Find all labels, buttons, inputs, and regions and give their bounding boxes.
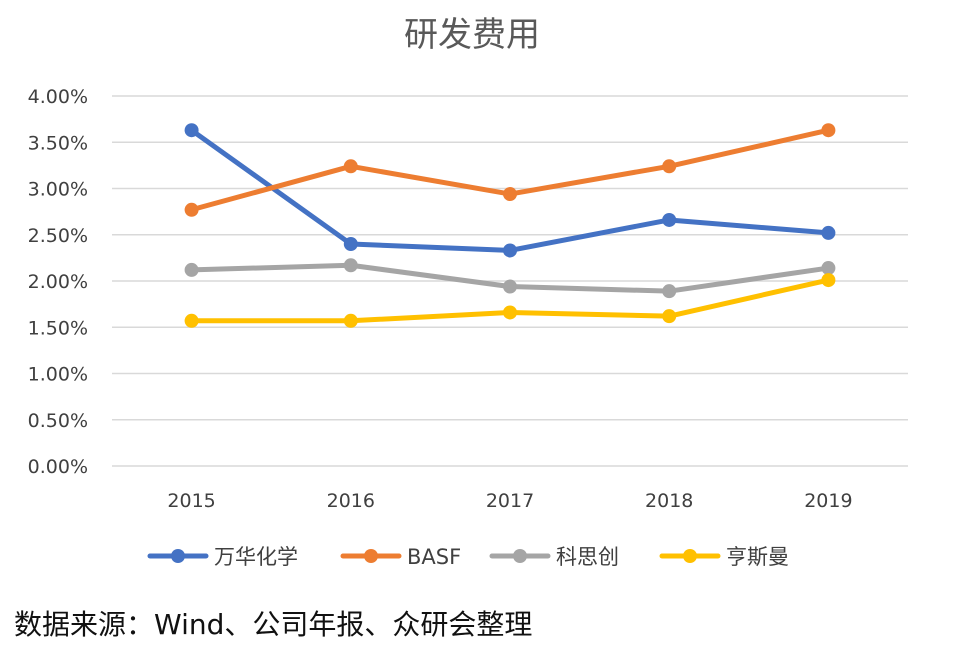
- data-point: [184, 262, 199, 277]
- series-3: [184, 258, 836, 299]
- y-tick-label: 1.50%: [28, 317, 88, 339]
- series-1: [184, 123, 836, 258]
- line-chart: 研发费用 0.00% 0.50% 1.00% 1.50% 2.00% 2.50% 3.00%…: [28, 15, 908, 569]
- data-point: [184, 313, 199, 328]
- y-tick-label: 2.50%: [28, 225, 88, 247]
- legend-item: BASF: [340, 545, 461, 569]
- legend-swatch-marker: [683, 549, 697, 563]
- legend-item: 万华化学: [147, 545, 298, 569]
- legend-swatch-marker: [364, 549, 378, 563]
- data-point: [821, 273, 836, 288]
- y-tick-label: 1.00%: [28, 364, 88, 386]
- data-point: [503, 243, 517, 258]
- x-axis-ticks: 2015 2016 2017 2018 2019: [167, 490, 852, 512]
- x-tick-label: 2015: [167, 490, 215, 512]
- series-4: [184, 273, 836, 328]
- legend: 万华化学 BASF 科思创 亨斯曼: [147, 545, 789, 569]
- y-tick-label: 4.00%: [28, 86, 88, 108]
- legend-swatch-marker: [513, 549, 527, 563]
- y-tick-label: 0.50%: [28, 410, 88, 432]
- data-point: [503, 187, 517, 202]
- data-point: [184, 202, 199, 217]
- data-point: [184, 123, 199, 138]
- legend-item: 亨斯曼: [659, 545, 789, 569]
- legend-label: 科思创: [556, 545, 619, 569]
- legend-label: 万华化学: [214, 545, 298, 569]
- data-point: [662, 159, 677, 174]
- series-lines: [184, 123, 836, 328]
- x-tick-label: 2019: [804, 490, 852, 512]
- x-tick-label: 2016: [327, 490, 375, 512]
- legend-swatch-marker: [171, 549, 185, 563]
- data-point: [343, 313, 358, 328]
- data-point: [821, 261, 836, 276]
- data-point: [343, 237, 358, 251]
- data-point: [343, 159, 358, 174]
- y-tick-label: 3.00%: [28, 179, 88, 201]
- x-tick-label: 2017: [486, 490, 534, 512]
- y-tick-label: 2.00%: [28, 271, 88, 293]
- legend-label: BASF: [407, 545, 461, 569]
- data-point: [821, 225, 836, 240]
- x-tick-label: 2018: [645, 490, 693, 512]
- data-point: [662, 309, 677, 324]
- data-point: [503, 279, 517, 294]
- y-axis-ticks: 0.00% 0.50% 1.00% 1.50% 2.00% 2.50% 3.00% 3.50%…: [28, 86, 88, 478]
- chart-title: 研发费用: [404, 15, 540, 55]
- y-tick-label: 0.00%: [28, 456, 88, 478]
- data-point: [662, 284, 677, 299]
- data-point: [503, 305, 517, 320]
- data-point: [821, 123, 836, 138]
- legend-label: 亨斯曼: [726, 545, 789, 569]
- data-point: [662, 212, 677, 227]
- y-tick-label: 3.50%: [28, 132, 88, 154]
- data-point: [343, 258, 358, 273]
- series-2: [184, 123, 836, 217]
- source-note: 数据来源：Wind、公司年报、众研会整理: [14, 608, 533, 641]
- legend-item: 科思创: [489, 545, 619, 569]
